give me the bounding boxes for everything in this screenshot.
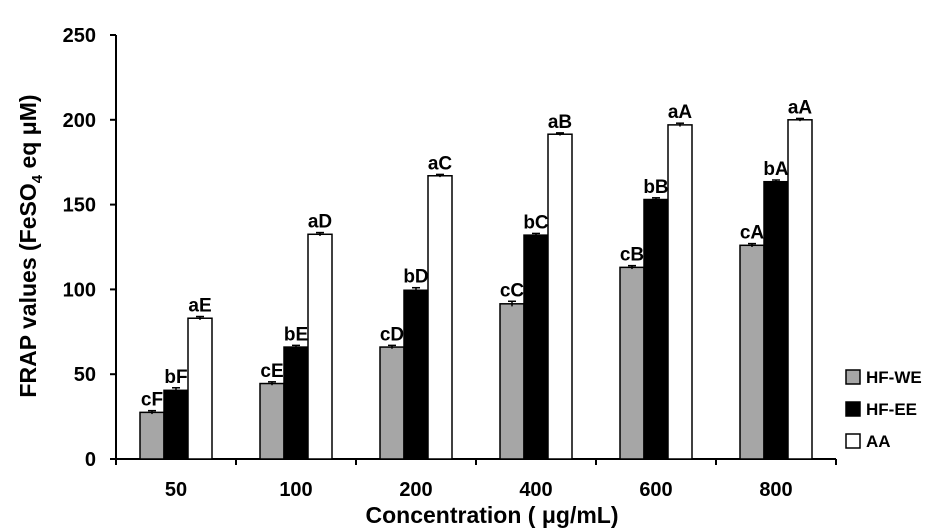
bar-aa — [307, 233, 333, 460]
bar-hf-ee — [643, 198, 669, 460]
legend-swatch — [845, 369, 861, 385]
bar-hf-ee — [523, 234, 549, 460]
bar-hf-we — [619, 266, 645, 460]
y-tick-label: 100 — [63, 279, 96, 301]
bar-hf-we — [259, 382, 285, 460]
legend-label: HF-WE — [866, 368, 922, 387]
data-label: cD — [380, 324, 404, 345]
data-label: aC — [428, 153, 453, 174]
bar-hf-we — [739, 244, 765, 460]
legend-label: AA — [866, 432, 891, 451]
y-tick-label: 50 — [74, 364, 96, 386]
bar-aa — [187, 317, 213, 460]
y-axis-title: FRAP values (FeSO4 eq μM) — [15, 94, 46, 397]
y-tick-label: 150 — [63, 195, 96, 217]
bar-hf-ee — [403, 289, 429, 460]
data-label: bE — [284, 324, 308, 345]
legend: HF-WE HF-EE AA — [845, 368, 922, 451]
data-label: aA — [788, 97, 813, 118]
data-label: cA — [740, 223, 765, 244]
x-tick-label: 200 — [399, 479, 432, 501]
bar-hf-ee — [763, 180, 789, 460]
data-label: aA — [668, 102, 693, 123]
axes: 0 50 100 150 200 250 50 100 200 400 600 800 — [63, 25, 837, 501]
x-axis-title: Concentration ( μg/mL) — [366, 502, 619, 528]
bar-hf-we — [379, 346, 405, 460]
x-tick-label: 50 — [165, 479, 187, 501]
x-tick-label: 800 — [759, 479, 792, 501]
bar-hf-ee — [283, 346, 309, 460]
y-axis-title-main: FRAP values (FeSO — [15, 183, 41, 397]
data-label: bF — [164, 367, 187, 388]
data-label: bD — [403, 267, 428, 288]
legend-swatch — [845, 401, 861, 417]
x-tick-label: 100 — [279, 479, 312, 501]
legend-label: HF-EE — [866, 400, 917, 419]
data-label: cE — [260, 361, 283, 382]
y-tick-label: 250 — [63, 25, 96, 47]
data-label: cB — [620, 245, 644, 266]
data-label: bC — [523, 212, 549, 233]
bars — [139, 117, 813, 460]
bar-hf-we — [139, 411, 165, 460]
y-tick-label: 0 — [85, 449, 96, 471]
data-label: bB — [643, 177, 668, 198]
data-label: aD — [308, 212, 332, 233]
y-tick-label: 200 — [63, 110, 96, 132]
y-axis-title-end: eq μM) — [15, 94, 41, 175]
bar-aa — [667, 124, 693, 460]
bar-hf-we — [499, 303, 525, 460]
data-label: cC — [500, 280, 525, 301]
bar-hf-ee — [163, 389, 189, 460]
legend-swatch — [845, 433, 861, 449]
data-label: bA — [763, 159, 789, 180]
bar-aa — [547, 133, 573, 460]
data-label: aB — [548, 112, 572, 133]
x-tick-label: 400 — [519, 479, 552, 501]
y-axis-title-sub: 4 — [29, 174, 46, 183]
bar-aa — [787, 119, 813, 460]
x-tick-label: 600 — [639, 479, 672, 501]
data-label: cF — [141, 390, 163, 411]
data-label: aE — [188, 296, 211, 317]
bar-aa — [427, 175, 453, 460]
